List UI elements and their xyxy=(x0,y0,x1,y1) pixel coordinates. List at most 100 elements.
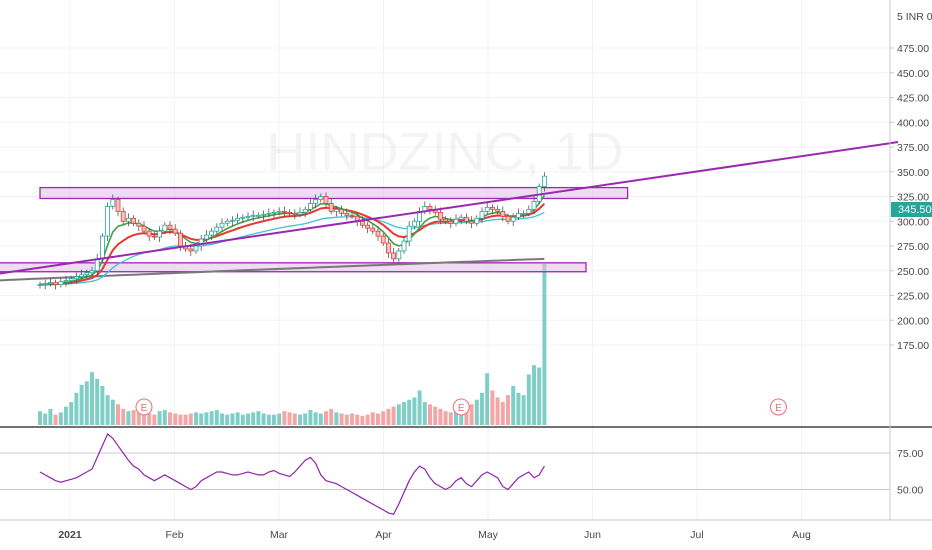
rsi-axis[interactable]: 75.00 50.00 xyxy=(897,448,923,497)
volume-bar xyxy=(235,412,240,425)
candle xyxy=(489,206,495,210)
volume-bar xyxy=(168,412,172,425)
volume-bar xyxy=(48,408,53,425)
candle xyxy=(110,199,116,207)
watermark: HINDZINC, 1D xyxy=(266,122,623,182)
volume-bar xyxy=(396,404,401,425)
candle xyxy=(100,235,105,260)
candle xyxy=(406,225,412,242)
candle xyxy=(131,217,137,224)
volume-bar xyxy=(287,412,292,425)
candle xyxy=(146,230,152,237)
candle xyxy=(323,196,329,204)
volume-bar xyxy=(448,412,453,425)
volume-bar xyxy=(178,414,183,425)
volume-bar xyxy=(188,413,193,425)
candle xyxy=(276,210,282,213)
volume-bar xyxy=(58,412,63,425)
volume-bar xyxy=(537,367,542,425)
candle xyxy=(510,216,516,222)
volume-bar xyxy=(251,412,256,425)
volume-bar xyxy=(443,411,448,425)
earnings-marker xyxy=(769,398,787,416)
volume-bar xyxy=(454,411,458,425)
candle xyxy=(120,210,126,222)
candle xyxy=(84,272,90,276)
time-axis-label: May xyxy=(478,529,499,541)
currency-label[interactable]: 5 INR 0 xyxy=(897,11,932,23)
candle xyxy=(391,252,397,260)
earnings-label: E xyxy=(141,403,148,414)
volume-bar xyxy=(381,411,386,425)
volume-bar xyxy=(308,410,313,425)
candle xyxy=(157,230,163,238)
candle xyxy=(437,211,443,220)
candle xyxy=(151,235,157,238)
candle xyxy=(126,217,131,222)
price-tick-label: 325.00 xyxy=(897,192,929,204)
candle xyxy=(495,208,501,212)
candle xyxy=(469,220,475,224)
candle xyxy=(463,216,469,222)
candle xyxy=(229,219,235,222)
candle xyxy=(255,214,261,217)
volume-bar xyxy=(277,413,282,425)
volume-bar xyxy=(428,404,432,425)
volume-bar xyxy=(350,413,354,425)
candle xyxy=(266,212,272,215)
time-axis-label: 2021 xyxy=(58,529,82,541)
price-tick-label: 450.00 xyxy=(897,68,929,80)
price-tick-label: 375.00 xyxy=(897,142,929,154)
volume-bar xyxy=(43,413,48,425)
volume-bar xyxy=(84,381,89,425)
time-axis[interactable]: 2021 Feb Mar Apr May Jun Jul Aug xyxy=(58,529,811,541)
volume-bar xyxy=(292,413,297,425)
price-tick-label: 400.00 xyxy=(897,117,929,129)
volume-bar xyxy=(214,410,219,425)
candle xyxy=(427,205,433,210)
earnings-marker xyxy=(135,398,153,416)
volume-bar xyxy=(376,413,380,425)
candle xyxy=(505,215,511,222)
candle xyxy=(245,215,251,218)
volume-bar xyxy=(152,414,157,425)
time-axis-label: Mar xyxy=(270,529,289,541)
candle xyxy=(193,245,199,252)
trendline[interactable] xyxy=(0,141,899,336)
earnings-label: E xyxy=(775,403,782,414)
candle xyxy=(42,283,48,286)
candle xyxy=(333,208,339,212)
candle xyxy=(188,248,194,252)
volume-bar xyxy=(464,406,469,425)
time-axis-label: Jun xyxy=(584,529,601,541)
price-tick-label: 200.00 xyxy=(897,315,929,327)
candle xyxy=(281,210,287,213)
volume-bar xyxy=(532,365,536,425)
candle xyxy=(307,203,313,210)
candle xyxy=(53,282,58,286)
volume-bar xyxy=(355,414,360,425)
candle xyxy=(349,214,355,217)
candle xyxy=(359,220,365,226)
candle xyxy=(48,282,53,285)
volume-bar xyxy=(365,414,370,425)
earnings-label: E xyxy=(458,403,465,414)
volume-bar xyxy=(131,410,136,425)
candle xyxy=(474,217,480,224)
candle xyxy=(198,238,204,247)
volume-bar xyxy=(240,414,245,425)
candle xyxy=(448,220,454,224)
candle xyxy=(344,212,350,216)
candle xyxy=(479,210,485,219)
volume-bar xyxy=(459,408,464,425)
volume-bar xyxy=(391,406,396,425)
volume-bar xyxy=(38,411,42,425)
candle xyxy=(250,214,256,217)
sma-50-line xyxy=(39,211,545,286)
candle xyxy=(115,199,121,212)
candle xyxy=(313,199,319,204)
resistance-zone xyxy=(39,186,629,200)
price-axis[interactable]: 5 INR 0 475.00 450.00 425.00 400.00 375.00 35… xyxy=(890,11,932,352)
